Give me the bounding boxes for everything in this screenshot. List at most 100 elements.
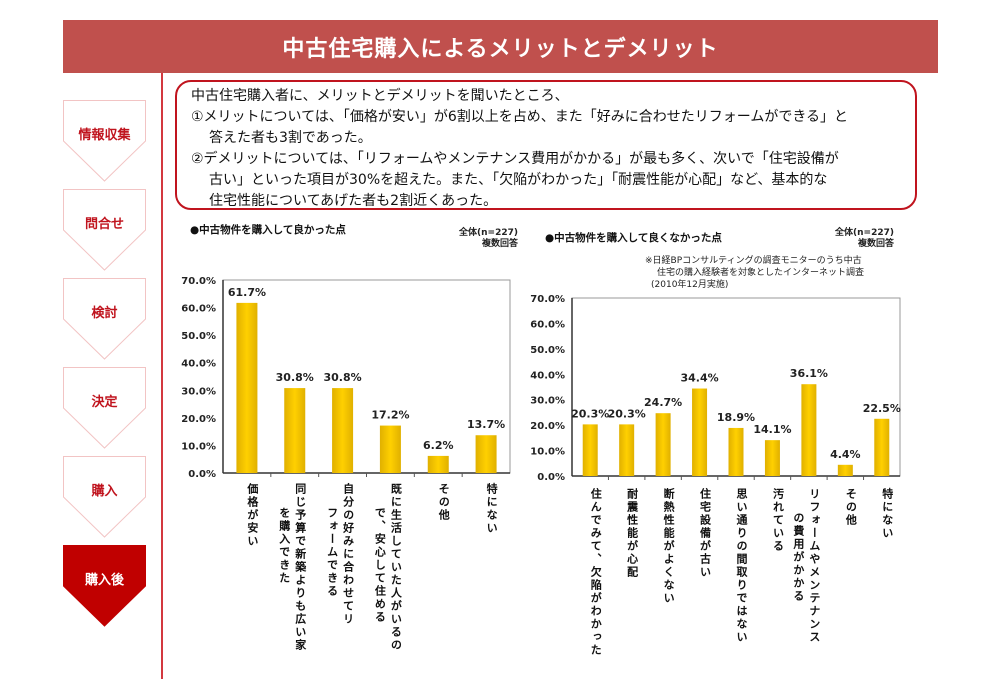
category-label: 断熱性能がよくない bbox=[662, 488, 676, 605]
summary-point-1: ①メリットについては、「価格が安い」が6割以上を占め、また「好みに合わせたリフォ… bbox=[191, 109, 849, 125]
plot-frame bbox=[222, 279, 511, 474]
category-label: 汚れている bbox=[771, 488, 785, 553]
step-2[interactable]: 問合せ bbox=[63, 189, 146, 271]
category-label: 住んでみて、欠陥がわかった bbox=[589, 488, 603, 657]
step-arrow-shape bbox=[63, 545, 146, 627]
category-label: 同じ予算で新築よりも広い家 bbox=[293, 483, 307, 652]
y-tick-label: 40.0% bbox=[181, 359, 216, 370]
bar bbox=[619, 424, 635, 476]
y-tick-label: 10.0% bbox=[181, 441, 216, 452]
y-tick-label: 20.0% bbox=[181, 414, 216, 425]
sample-note-right: 全体(n=227) 複数回答 bbox=[810, 228, 894, 250]
bar bbox=[582, 424, 598, 476]
multi-answer-left: 複数回答 bbox=[481, 239, 518, 249]
chart-title-demerits: ●中古物件を購入して良くなかった点 bbox=[545, 232, 722, 244]
step-3[interactable]: 検討 bbox=[63, 278, 146, 360]
bar bbox=[475, 435, 497, 473]
y-tick-label: 0.0% bbox=[537, 472, 565, 483]
bar bbox=[728, 427, 744, 476]
step-5[interactable]: 購入 bbox=[63, 456, 146, 538]
data-label: 13.7% bbox=[467, 418, 505, 431]
data-label: 20.3% bbox=[571, 407, 609, 420]
data-label: 30.8% bbox=[276, 371, 314, 384]
step-arrow-shape bbox=[63, 100, 146, 182]
category-label: 住宅設備が古い bbox=[698, 488, 712, 579]
source-line-2: 住宅の購入経験者を対象としたインターネット調査 bbox=[657, 268, 865, 278]
category-label: その他 bbox=[844, 488, 858, 527]
sample-size-right: 全体(n=227) bbox=[835, 228, 894, 238]
step-1[interactable]: 情報収集 bbox=[63, 100, 146, 182]
bar bbox=[427, 455, 449, 473]
demerits-bar-chart: 0.0% 10.0% 20.0% 30.0% 40.0% 50.0% 60.0% 70.0% 2… bbox=[530, 294, 901, 483]
y-tick-label: 60.0% bbox=[530, 319, 565, 330]
step-arrow-shape bbox=[63, 367, 146, 449]
category-label: 思い通りの間取りではない bbox=[735, 488, 748, 644]
y-tick-label: 60.0% bbox=[181, 304, 216, 315]
summary-point-1-cont: 答えた者も3割であった。 bbox=[209, 130, 372, 146]
bar bbox=[236, 302, 258, 473]
bar bbox=[655, 413, 671, 476]
category-label: リフォームやメンテナンス bbox=[807, 488, 821, 644]
summary-point-2: ②デメリットについては、「リフォームやメンテナンス費用がかかる」が最も多く、次い… bbox=[191, 151, 839, 167]
page-title: 中古住宅購入によるメリットとデメリット bbox=[282, 36, 719, 62]
step-label: 購入 bbox=[91, 484, 118, 499]
bar bbox=[874, 418, 890, 476]
category-label: 耐震性能が心配 bbox=[625, 488, 639, 579]
step-label: 決定 bbox=[91, 395, 118, 410]
y-tick-label: 10.0% bbox=[530, 447, 565, 458]
sidebar-divider bbox=[161, 73, 163, 679]
data-label: 17.2% bbox=[371, 409, 409, 422]
y-tick-label: 40.0% bbox=[530, 370, 565, 381]
step-4[interactable]: 決定 bbox=[63, 367, 146, 449]
y-tick-label: 30.0% bbox=[530, 396, 565, 407]
page-title-bar: 中古住宅購入によるメリットとデメリット bbox=[63, 20, 938, 73]
data-label: 24.7% bbox=[644, 396, 682, 409]
sample-note-left: 全体(n=227) 複数回答 bbox=[430, 228, 518, 250]
summary-point-2-cont2: 住宅性能についてあげた者も2割近くあった。 bbox=[209, 193, 498, 209]
bar bbox=[332, 388, 354, 473]
y-tick-label: 50.0% bbox=[530, 345, 565, 356]
y-tick-label: 70.0% bbox=[530, 294, 565, 305]
summary-point-2-cont: 古い」といった項目が30%を超えた。また、「欠陥がわかった」「耐震性能が心配」な… bbox=[209, 172, 828, 188]
y-tick-label: 70.0% bbox=[181, 276, 216, 287]
data-label: 4.4% bbox=[830, 448, 861, 461]
y-tick-label: 0.0% bbox=[188, 469, 216, 480]
data-label: 61.7% bbox=[228, 286, 266, 299]
sample-size-left: 全体(n=227) bbox=[459, 228, 518, 238]
step-label: 検討 bbox=[91, 306, 118, 321]
step-label: 情報収集 bbox=[78, 128, 131, 143]
bar bbox=[801, 384, 817, 476]
data-label: 6.2% bbox=[423, 439, 454, 452]
y-tick-label: 20.0% bbox=[530, 421, 565, 432]
y-tick-label: 30.0% bbox=[181, 386, 216, 397]
data-label: 36.1% bbox=[790, 367, 828, 380]
step-6[interactable]: 購入後 bbox=[63, 545, 146, 627]
step-arrow-shape bbox=[63, 278, 146, 360]
data-label: 30.8% bbox=[323, 371, 361, 384]
data-label: 18.9% bbox=[717, 411, 755, 424]
source-line-3: (2010年12月実施) bbox=[651, 280, 729, 290]
step-arrow-shape bbox=[63, 456, 146, 538]
category-label: 特にない bbox=[880, 488, 894, 540]
category-label: の費用がかかる bbox=[791, 512, 805, 603]
category-label: 自分の好みに合わせてリ bbox=[341, 483, 355, 626]
multi-answer-right: 複数回答 bbox=[857, 239, 894, 249]
category-label: で、安心して住める bbox=[373, 507, 387, 624]
step-label: 問合せ bbox=[84, 217, 124, 232]
data-label: 20.3% bbox=[608, 407, 646, 420]
category-label: を購入できた bbox=[277, 507, 291, 585]
category-label: 価格が安い bbox=[245, 483, 259, 548]
data-label: 34.4% bbox=[680, 372, 718, 385]
source-line-1: ※日経BPコンサルティングの調査モニターのうち中古 bbox=[645, 256, 862, 266]
step-arrow-shape bbox=[63, 189, 146, 271]
bar bbox=[764, 440, 780, 476]
category-label: 既に生活していた人がいるの bbox=[389, 483, 403, 652]
bar bbox=[284, 388, 306, 473]
bar bbox=[379, 425, 401, 473]
summary-box: 中古住宅購入者に、メリットとデメリットを聞いたところ、 ①メリットについては、「… bbox=[175, 80, 917, 210]
y-tick-label: 50.0% bbox=[181, 331, 216, 342]
bar bbox=[837, 464, 853, 476]
summary-intro: 中古住宅購入者に、メリットとデメリットを聞いたところ、 bbox=[191, 88, 569, 104]
chart-title-merits: ●中古物件を購入して良かった点 bbox=[190, 224, 346, 236]
step-label: 購入後 bbox=[84, 573, 124, 588]
